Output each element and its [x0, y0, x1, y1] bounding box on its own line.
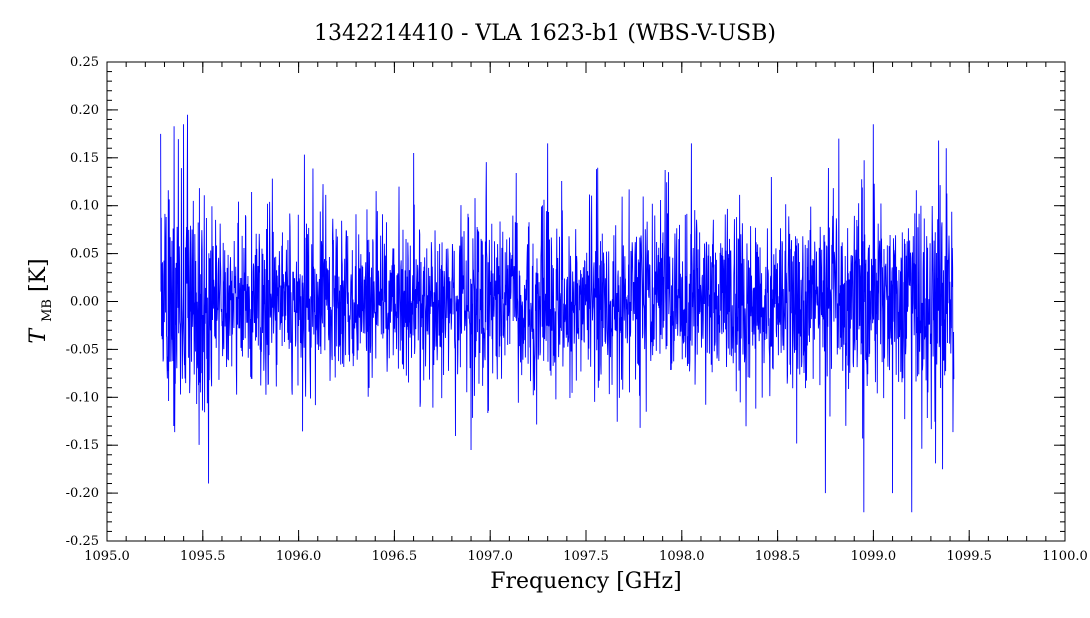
x-tick-label: 1097.5 [563, 549, 609, 564]
y-axis-label-subscript: MB [40, 299, 55, 322]
x-tick-label: 1100.0 [1042, 549, 1088, 564]
x-tick-label: 1096.0 [276, 549, 322, 564]
x-tick-label: 1098.5 [755, 549, 801, 564]
series-layer [160, 114, 955, 513]
x-axis-label: Frequency [GHz] [490, 569, 682, 594]
y-axis-label: T MB [K] [26, 258, 57, 343]
y-axis-label-main: T [26, 327, 51, 344]
x-tick-label: 1099.5 [946, 549, 992, 564]
svg-text:T MB [K]: T MB [K] [26, 258, 57, 343]
y-tick-label: -0.25 [66, 534, 99, 549]
spectrum-series-line [160, 114, 955, 513]
y-tick-label: 0.00 [70, 295, 99, 310]
x-tick-label: 1095.0 [84, 549, 130, 564]
y-tick-label: 0.25 [70, 55, 99, 70]
x-tick-label: 1099.0 [851, 549, 897, 564]
y-tick-label: 0.20 [70, 103, 99, 118]
y-tick-label: 0.15 [70, 151, 99, 166]
x-tick-label: 1097.0 [467, 549, 513, 564]
y-tick-label: 0.10 [70, 199, 99, 214]
plot-frame [106, 61, 1066, 542]
x-tick-label: 1096.5 [372, 549, 418, 564]
x-tick-label: 1098.0 [659, 549, 705, 564]
y-tick-label: -0.10 [66, 390, 99, 405]
x-tick-label: 1095.5 [180, 549, 226, 564]
chart-title: 1342214410 - VLA 1623-b1 (WBS-V-USB) [314, 21, 776, 46]
y-tick-label: 0.05 [70, 247, 99, 262]
ticks-layer: 1095.0 1095.5 1096.0 1096.5 1097.0 1097.5 1098… [66, 55, 1088, 564]
y-tick-label: -0.20 [66, 486, 99, 501]
y-tick-label: -0.05 [66, 342, 99, 357]
y-tick-label: -0.15 [66, 438, 99, 453]
y-axis-label-unit: [K] [26, 258, 51, 292]
